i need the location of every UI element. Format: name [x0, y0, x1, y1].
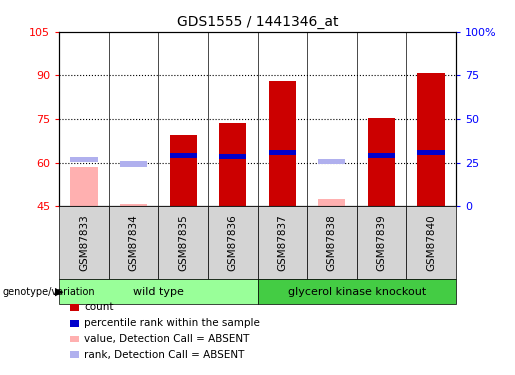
Bar — [318, 199, 346, 206]
Bar — [109, 206, 159, 279]
Text: wild type: wild type — [133, 286, 184, 297]
Text: value, Detection Call = ABSENT: value, Detection Call = ABSENT — [84, 334, 249, 344]
Bar — [269, 150, 296, 155]
Bar — [169, 135, 197, 206]
Bar — [159, 206, 208, 279]
Bar — [417, 73, 444, 206]
Text: rank, Detection Call = ABSENT: rank, Detection Call = ABSENT — [84, 350, 244, 360]
Bar — [59, 206, 109, 279]
Text: GSM87834: GSM87834 — [129, 214, 139, 271]
Bar — [417, 150, 444, 155]
Text: GSM87836: GSM87836 — [228, 214, 238, 271]
Text: glycerol kinase knockout: glycerol kinase knockout — [287, 286, 426, 297]
Text: GSM87838: GSM87838 — [327, 214, 337, 271]
Bar — [258, 279, 456, 304]
Text: percentile rank within the sample: percentile rank within the sample — [84, 318, 260, 328]
Bar — [169, 153, 197, 158]
Bar — [219, 154, 246, 159]
Text: genotype/variation: genotype/variation — [3, 286, 95, 297]
Bar — [120, 162, 147, 167]
Text: ▶: ▶ — [55, 286, 64, 297]
Bar — [307, 206, 356, 279]
Bar — [120, 204, 147, 206]
Text: GSM87835: GSM87835 — [178, 214, 188, 271]
Bar — [208, 206, 258, 279]
Text: GSM87833: GSM87833 — [79, 214, 89, 271]
Bar — [356, 206, 406, 279]
Bar — [406, 206, 456, 279]
Bar — [368, 118, 395, 206]
Text: GSM87837: GSM87837 — [277, 214, 287, 271]
Title: GDS1555 / 1441346_at: GDS1555 / 1441346_at — [177, 15, 338, 30]
Bar — [368, 153, 395, 158]
Bar — [71, 167, 98, 206]
Bar — [269, 81, 296, 206]
Bar — [219, 123, 246, 206]
Text: GSM87839: GSM87839 — [376, 214, 386, 271]
Bar — [71, 157, 98, 162]
Text: count: count — [84, 303, 113, 312]
Bar — [258, 206, 307, 279]
Bar — [318, 159, 346, 164]
Bar — [59, 279, 258, 304]
Text: GSM87840: GSM87840 — [426, 214, 436, 271]
